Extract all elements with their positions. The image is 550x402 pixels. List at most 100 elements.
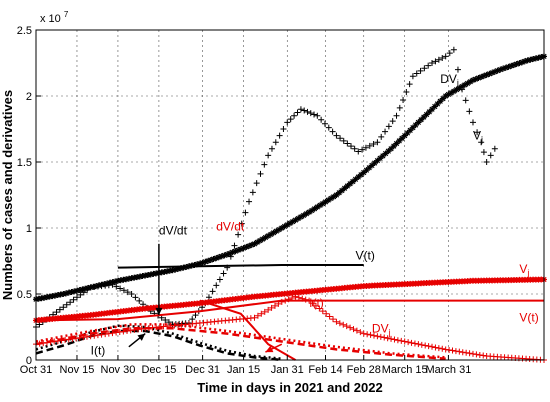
- data-point: [400, 96, 407, 103]
- data-point: [235, 231, 242, 238]
- data-point: [466, 350, 473, 357]
- data-point: [301, 107, 308, 114]
- data-point: [70, 296, 77, 303]
- data-point: [393, 112, 400, 119]
- data-point: [175, 265, 182, 272]
- data-point: [262, 234, 269, 241]
- data-point: [393, 140, 400, 147]
- data-point: [265, 232, 272, 239]
- series-5: [33, 276, 547, 324]
- y-exponent-label: x 10 7: [40, 10, 69, 25]
- data-point: [136, 297, 143, 304]
- data-point: [127, 327, 134, 334]
- data-point: [94, 332, 101, 339]
- data-point: [478, 139, 485, 146]
- data-point: [333, 318, 340, 325]
- data-point: [240, 245, 247, 252]
- data-point: [323, 310, 330, 317]
- data-point: [442, 53, 449, 60]
- data-point: [480, 72, 487, 79]
- data-point: [535, 54, 542, 61]
- data-point: [415, 341, 422, 348]
- data-point: [349, 178, 356, 185]
- data-point: [439, 55, 446, 62]
- data-point: [237, 246, 244, 253]
- data-point: [409, 124, 416, 131]
- data-point: [355, 174, 362, 181]
- data-point: [384, 335, 391, 342]
- data-point: [112, 278, 119, 285]
- data-point: [289, 294, 296, 301]
- data-point: [297, 213, 304, 220]
- data-point: [192, 312, 199, 319]
- data-point: [259, 236, 266, 243]
- data-point: [347, 324, 354, 331]
- data-point: [109, 281, 116, 288]
- data-point: [420, 114, 427, 121]
- data-point: [450, 88, 457, 95]
- data-point: [358, 171, 365, 178]
- data-point: [377, 333, 384, 340]
- data-point: [366, 164, 373, 171]
- data-point: [368, 162, 375, 169]
- data-point: [411, 340, 418, 347]
- data-point: [396, 104, 403, 111]
- series-6: [35, 299, 544, 322]
- annotation-label: I(t): [309, 296, 324, 310]
- data-point: [378, 133, 385, 140]
- plot-frame: [35, 29, 545, 361]
- data-point: [215, 254, 222, 261]
- data-point: [194, 261, 201, 268]
- data-point: [292, 293, 299, 300]
- data-point: [407, 127, 414, 134]
- data-point: [246, 198, 253, 205]
- data-point: [60, 291, 67, 297]
- annotation-text: DV: [372, 321, 389, 335]
- x-tick-label: Nov 15: [60, 364, 95, 376]
- data-point: [297, 106, 304, 113]
- data-point: [287, 220, 293, 227]
- data-point: [487, 152, 494, 159]
- data-point: [462, 97, 469, 104]
- data-point: [319, 308, 326, 315]
- data-point: [388, 145, 395, 152]
- annotation-subscript: j: [388, 327, 391, 337]
- data-point: [494, 67, 501, 74]
- series-line: [35, 299, 544, 322]
- data-point: [359, 146, 366, 153]
- data-point: [371, 160, 378, 167]
- data-point: [489, 69, 496, 76]
- y-tick-label: 2: [26, 91, 32, 103]
- data-point: [254, 312, 261, 319]
- data-point: [532, 55, 539, 62]
- data-point: [199, 259, 206, 266]
- data-point: [513, 61, 520, 68]
- data-point: [68, 289, 75, 296]
- data-point: [82, 285, 89, 292]
- data-point: [73, 335, 80, 342]
- data-point: [521, 58, 528, 65]
- x-tick-label: Dec 31: [185, 364, 220, 376]
- data-point: [205, 294, 212, 301]
- x-axis-title: Time in days in 2021 and 2022: [197, 380, 382, 395]
- data-point: [229, 249, 236, 256]
- data-point: [363, 167, 370, 174]
- x-tick-label: March 15: [382, 364, 428, 376]
- data-point: [267, 231, 274, 238]
- annotation-label: Vj: [519, 262, 529, 278]
- data-point: [295, 215, 302, 222]
- data-point: [385, 148, 392, 155]
- data-point: [417, 67, 424, 74]
- data-point: [309, 300, 316, 307]
- data-point: [459, 349, 466, 356]
- y-exponent-base: x 10: [40, 13, 61, 25]
- data-point: [449, 347, 456, 354]
- data-point: [258, 310, 265, 317]
- data-point: [209, 288, 216, 295]
- data-point: [505, 63, 512, 70]
- data-point: [243, 244, 250, 251]
- data-point: [491, 68, 498, 75]
- data-point: [265, 152, 272, 159]
- series-4: [35, 324, 282, 360]
